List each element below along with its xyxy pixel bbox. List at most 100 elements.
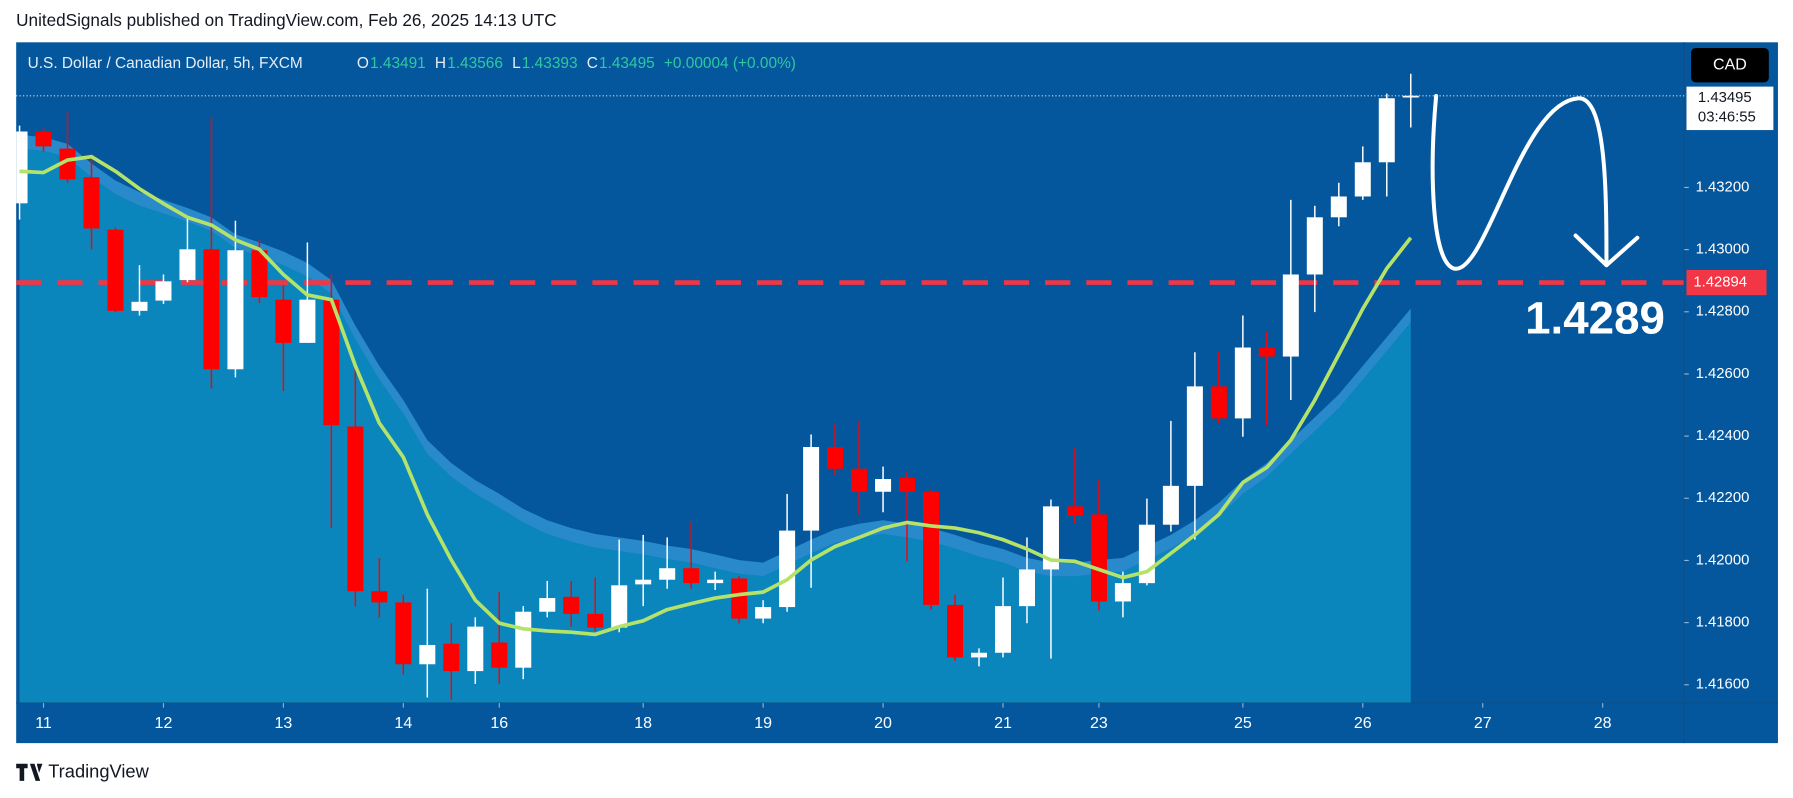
candle-body xyxy=(1186,386,1203,486)
candle-body xyxy=(275,299,292,343)
candle-body xyxy=(1378,98,1395,163)
candle-body xyxy=(251,250,268,298)
y-tick-label: 1.42000 xyxy=(1696,552,1750,568)
legend: U.S. Dollar / Canadian Dollar, 5h, FXCM … xyxy=(28,55,796,72)
candle-body xyxy=(827,446,844,469)
y-tick-label: 1.42600 xyxy=(1696,366,1750,382)
legend-key: C xyxy=(587,55,598,72)
currency-box xyxy=(1691,48,1769,83)
candle-body xyxy=(971,652,988,658)
candle-body xyxy=(299,299,316,343)
candle-body xyxy=(1402,95,1419,98)
candle-body xyxy=(131,301,148,311)
plot-area xyxy=(16,73,1685,704)
candle-body xyxy=(611,585,628,628)
candle-body xyxy=(659,568,676,580)
candle-body xyxy=(16,131,28,204)
price-label: 1.43495 xyxy=(1698,90,1752,106)
candle-body xyxy=(491,642,508,668)
x-tick-label: 16 xyxy=(490,715,508,732)
candle-body xyxy=(563,596,580,614)
footer-text: TradingView xyxy=(48,761,149,782)
price-box xyxy=(1686,86,1774,131)
candle-body xyxy=(1306,217,1323,275)
ma-line xyxy=(19,154,1413,637)
candle-body xyxy=(323,299,340,426)
candle-body xyxy=(994,606,1011,653)
arrow-drawing xyxy=(1430,94,1640,271)
legend-value: 1.43393 xyxy=(522,55,578,72)
x-tick-label: 21 xyxy=(994,715,1012,732)
candle-body xyxy=(371,591,388,603)
candle-body xyxy=(851,468,868,492)
annotation: 1.4289 xyxy=(1525,292,1665,343)
candle-body xyxy=(203,249,220,370)
candle-body xyxy=(35,131,52,147)
candle-body xyxy=(83,177,100,229)
currency: CAD xyxy=(1713,56,1747,73)
candle-body xyxy=(443,643,460,672)
footer: TradingView xyxy=(16,761,150,782)
candle-body xyxy=(395,602,412,665)
symbol: U.S. Dollar / Canadian Dollar, 5h, FXCM xyxy=(28,55,303,72)
x-tick-label: 11 xyxy=(35,715,52,732)
candle-body xyxy=(227,250,244,370)
candle-body xyxy=(1258,347,1275,357)
candle-body xyxy=(899,477,916,492)
candle-body xyxy=(635,579,652,585)
y-tick-label: 1.41600 xyxy=(1696,677,1750,693)
y-tick-label: 1.42400 xyxy=(1696,428,1750,444)
candle-body xyxy=(107,229,124,311)
candle-body xyxy=(587,613,604,628)
x-tick-label: 14 xyxy=(394,715,412,732)
candle-body xyxy=(1354,162,1371,197)
x-tick-label: 13 xyxy=(274,715,292,732)
candle-body xyxy=(467,626,484,672)
x-tick-label: 20 xyxy=(874,715,892,732)
level-label-box xyxy=(1686,269,1767,296)
candle-body xyxy=(683,568,700,584)
candle-body xyxy=(875,479,892,492)
candle-body xyxy=(755,607,772,619)
x-tick-label: 26 xyxy=(1354,715,1372,732)
legend-value: 1.43495 xyxy=(599,55,655,72)
x-tick-label: 28 xyxy=(1594,715,1612,732)
level-label: 1.42894 xyxy=(1693,274,1747,290)
candle-body xyxy=(539,598,556,612)
candle-body xyxy=(1234,347,1251,419)
candle-body xyxy=(923,491,940,605)
header: UnitedSignals published on TradingView.c… xyxy=(16,10,556,30)
x-tick-label: 19 xyxy=(754,715,772,732)
candle-body xyxy=(731,578,748,619)
candle-body xyxy=(1090,514,1107,602)
logo xyxy=(16,763,43,781)
y-tick-label: 1.42200 xyxy=(1696,490,1750,506)
candle-body xyxy=(419,644,436,665)
area xyxy=(19,148,1411,704)
y-tick-label: 1.43200 xyxy=(1696,179,1750,195)
candle-body xyxy=(1066,506,1083,516)
y-tick-label: 1.42800 xyxy=(1696,304,1750,320)
x-tick-label: 12 xyxy=(155,715,173,732)
candle-body xyxy=(803,446,820,531)
candle-body xyxy=(1282,274,1299,357)
legend-key: H xyxy=(435,55,446,72)
candle-body xyxy=(779,530,796,608)
candle-body xyxy=(1210,386,1227,419)
countdown: 03:46:55 xyxy=(1698,109,1756,125)
candle-body xyxy=(1162,485,1179,525)
candle-body xyxy=(515,611,532,668)
candle-body xyxy=(1330,196,1347,218)
candle-body xyxy=(1018,569,1035,607)
y-tick-label: 1.43000 xyxy=(1696,242,1750,258)
candle-body xyxy=(947,604,964,658)
candle-body xyxy=(1042,506,1059,570)
x-tick-label: 18 xyxy=(634,715,652,732)
candle-body xyxy=(707,579,724,584)
candle-body xyxy=(155,281,172,301)
x-tick-label: 27 xyxy=(1474,715,1492,732)
x-tick-label: 25 xyxy=(1234,715,1252,732)
legend-value: 1.43566 xyxy=(447,55,503,72)
